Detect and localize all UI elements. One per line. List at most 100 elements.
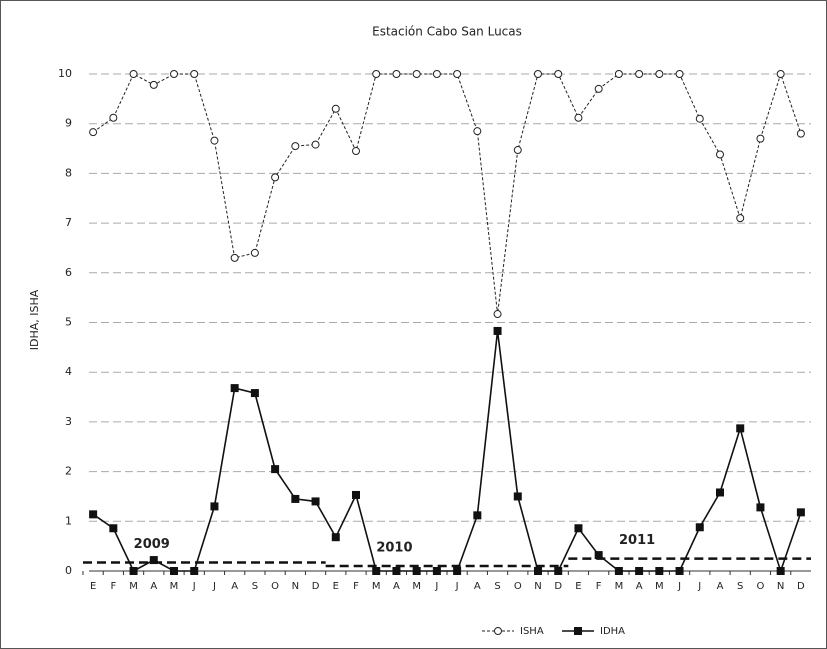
point (554, 70, 563, 78)
x-tick-label: F (596, 581, 602, 592)
point (190, 70, 199, 78)
point (796, 508, 805, 517)
point (89, 128, 98, 137)
point (594, 551, 603, 560)
x-tick-label: O (757, 581, 765, 592)
legend-label: ISHA (520, 626, 544, 637)
x-tick-label: N (777, 581, 784, 592)
point (352, 490, 360, 499)
point (109, 113, 118, 122)
point (149, 80, 158, 89)
y-tick-label: 3 (65, 415, 72, 428)
x-tick-label: M (412, 581, 421, 592)
y-tick-label: 10 (58, 67, 72, 80)
legend-marker (574, 627, 582, 635)
point (453, 70, 462, 78)
point (170, 567, 178, 575)
point (331, 104, 340, 113)
point (574, 524, 583, 533)
y-tick-label: 9 (65, 117, 72, 130)
point (109, 524, 118, 533)
point (473, 511, 482, 520)
point (311, 140, 320, 149)
x-tick-label: M (655, 581, 664, 592)
x-tick-label: E (90, 581, 96, 592)
annual-mean-label: 2011 (619, 533, 655, 548)
point (655, 70, 664, 78)
x-tick-label: J (677, 581, 681, 592)
legend: ISHA IDHA (482, 626, 625, 637)
point (372, 567, 381, 575)
point (392, 70, 401, 78)
point (453, 567, 462, 575)
annual-mean-label: 2009 (134, 537, 170, 552)
y-tick-label: 8 (65, 166, 72, 179)
point (614, 567, 623, 575)
point (250, 389, 259, 398)
point (432, 70, 441, 78)
y-tick-label: 2 (65, 465, 72, 478)
y-tick-label: 4 (65, 365, 72, 378)
x-tick-label: S (737, 581, 743, 592)
x-tick-label: O (514, 581, 522, 592)
x-tick-label: O (271, 581, 279, 592)
point (695, 114, 704, 123)
point (736, 214, 745, 223)
x-tick-label: A (717, 581, 724, 592)
point (311, 497, 320, 506)
y-tick-label: 7 (65, 216, 72, 229)
x-tick-label: M (170, 581, 179, 592)
point (473, 127, 482, 136)
x-tick-label: M (615, 581, 624, 592)
point (412, 70, 421, 78)
point (89, 510, 98, 519)
point (594, 84, 603, 93)
point (756, 503, 765, 512)
point (210, 502, 219, 511)
point (271, 173, 280, 182)
point (493, 310, 502, 319)
x-tick-label: A (636, 581, 643, 592)
y-tick-label: 1 (65, 514, 72, 527)
x-tick-label: J (697, 581, 701, 592)
point (230, 384, 239, 393)
point (574, 113, 583, 122)
series-line (92, 72, 802, 315)
x-tick-label: D (797, 581, 805, 592)
point (170, 70, 178, 78)
y-tick-label: 5 (65, 316, 72, 329)
x-tick-label: J (192, 581, 196, 592)
legend-marker (494, 627, 502, 635)
x-tick-label: D (554, 581, 562, 592)
point (554, 567, 563, 575)
point (675, 567, 684, 575)
x-tick-label: A (150, 581, 157, 592)
x-tick-label: J (212, 581, 216, 592)
y-tick-label: 0 (65, 564, 72, 577)
point (129, 70, 138, 78)
point (190, 567, 199, 575)
point (655, 567, 664, 575)
point (210, 136, 219, 145)
legend-label: IDHA (600, 626, 625, 637)
point (513, 492, 522, 501)
x-tick-label: N (292, 581, 299, 592)
point (695, 523, 704, 532)
point (412, 567, 421, 575)
x-tick-label: D (312, 581, 320, 592)
x-tick-label: M (372, 581, 381, 592)
y-axis-label: IDHA, ISHA (28, 289, 41, 350)
x-tick-label: E (575, 581, 581, 592)
x-tick-label: S (494, 581, 500, 592)
point (129, 567, 138, 575)
point (291, 142, 300, 151)
point (635, 70, 644, 78)
y-tick-label: 6 (65, 266, 72, 279)
x-tick-label: J (455, 581, 459, 592)
point (372, 70, 381, 78)
series-line (92, 330, 802, 574)
x-tick-label: A (231, 581, 238, 592)
x-tick-label: S (252, 581, 258, 592)
